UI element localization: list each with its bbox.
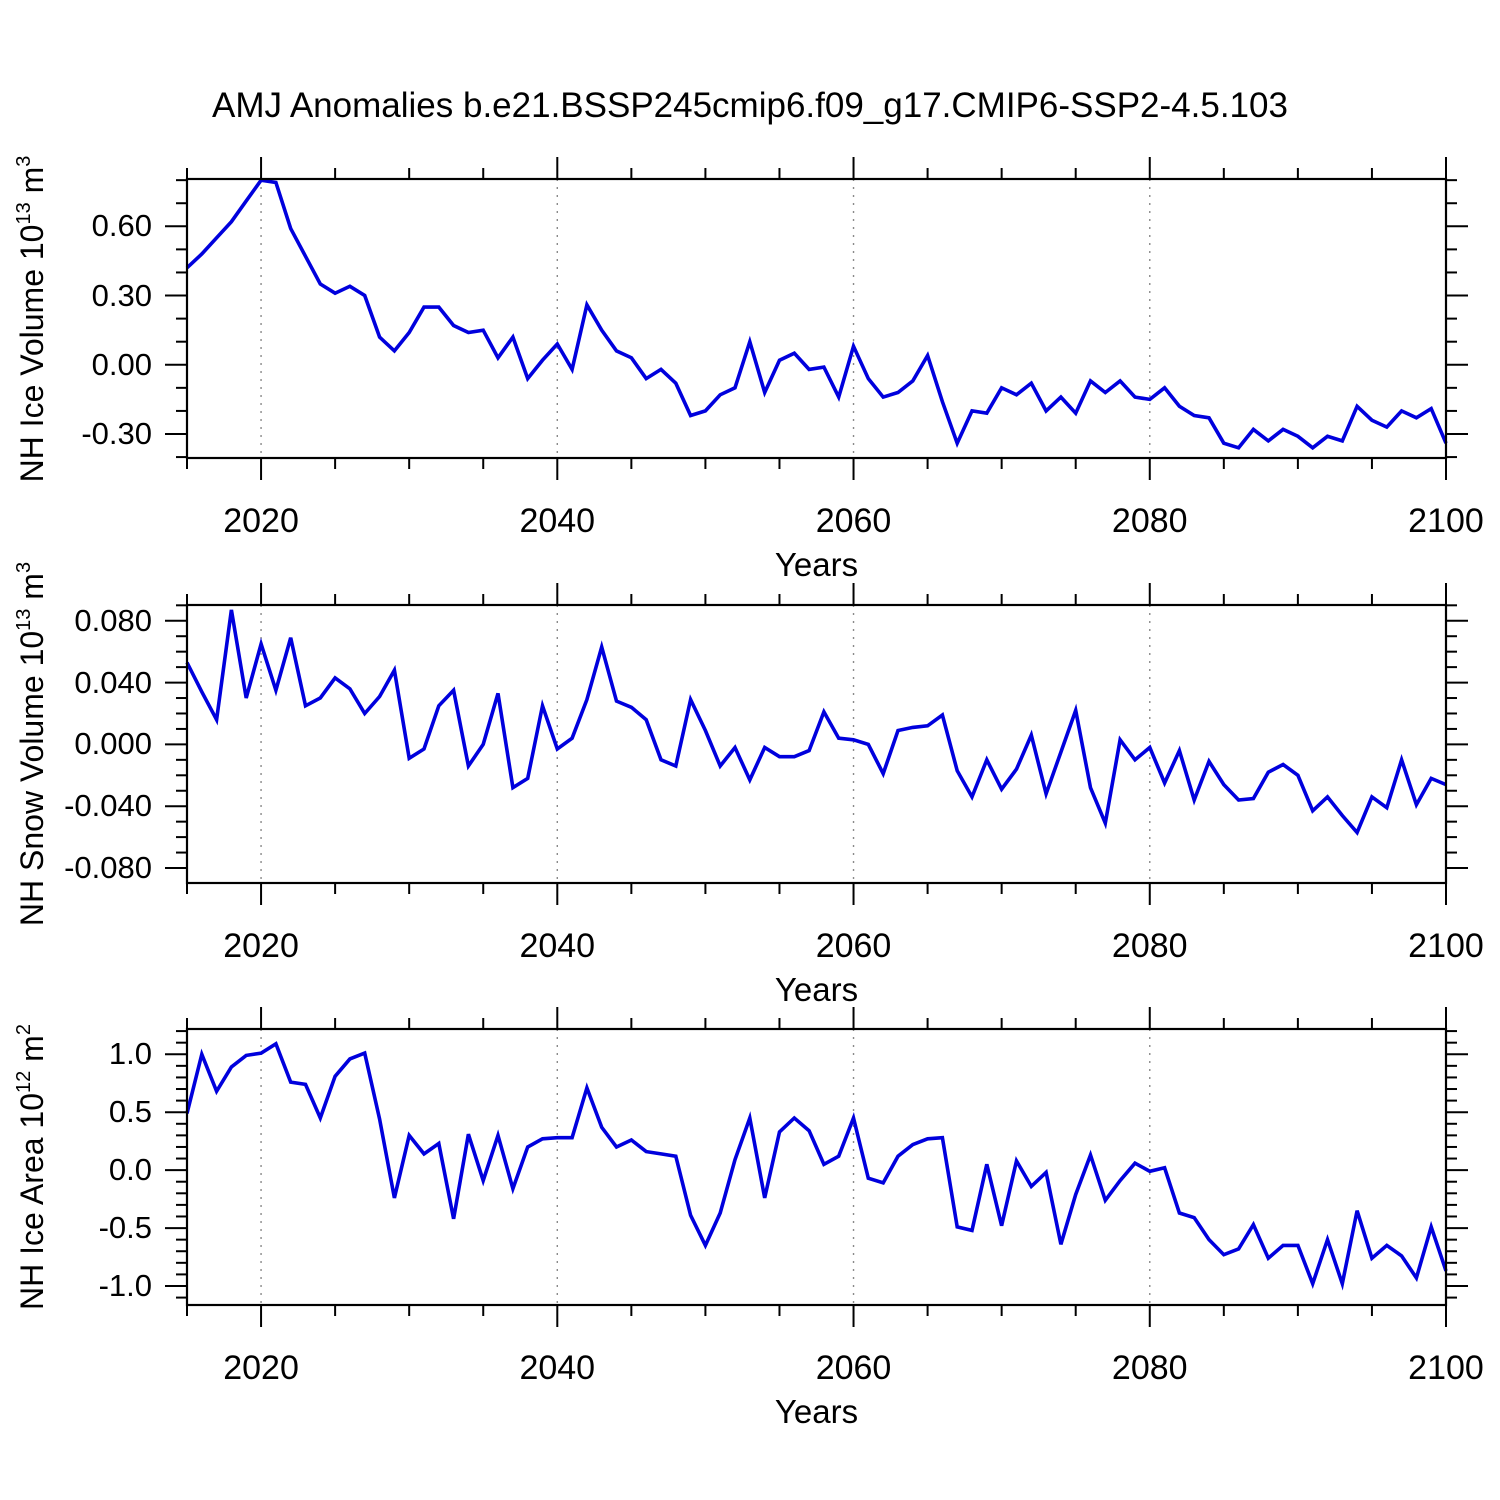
axis-title-x: Years xyxy=(774,546,859,583)
x-tick-label: 2020 xyxy=(223,1349,299,1387)
y-tick-label: -0.30 xyxy=(81,416,152,451)
x-tick-label: 2080 xyxy=(1111,502,1188,540)
y-tick-label: 1.0 xyxy=(108,1036,152,1072)
x-tick-label: 2040 xyxy=(519,1349,596,1387)
panel-frame-nh-ice-volume xyxy=(185,177,1448,460)
y-tick-label: -0.040 xyxy=(64,788,152,824)
x-tick-label: 2060 xyxy=(815,927,892,965)
data-line-nh-ice-volume xyxy=(185,178,1448,451)
x-tick-label: 2100 xyxy=(1408,927,1484,965)
y-tick-label: -0.080 xyxy=(64,850,152,885)
x-tick-label: 2100 xyxy=(1408,1349,1484,1387)
x-tick-label: 2040 xyxy=(519,502,596,540)
x-tick-label: 2040 xyxy=(519,927,596,965)
axis-title-x: Years xyxy=(774,1393,859,1430)
y-tick-label: 0.30 xyxy=(91,277,152,313)
y-tick-label: 0.000 xyxy=(74,726,152,762)
y-tick-label: 0.5 xyxy=(108,1094,152,1130)
x-tick-label: 2080 xyxy=(1111,1349,1188,1387)
x-tick-label: 2080 xyxy=(1111,927,1188,965)
y-tick-label: 0.60 xyxy=(91,208,152,244)
y-tick-label: 0.080 xyxy=(74,602,152,638)
x-tick-label: 2020 xyxy=(223,927,299,965)
x-tick-label: 2020 xyxy=(223,502,299,540)
panel-frame-nh-snow-volume xyxy=(185,603,1448,885)
x-tick-label: 2060 xyxy=(815,502,892,540)
chart-title: AMJ Anomalies b.e21.BSSP245cmip6.f09_g17… xyxy=(212,86,1288,125)
y-tick-label: -0.5 xyxy=(98,1210,152,1246)
axis-title-y-nh-ice-area: NH Ice Area 1012 m2 xyxy=(13,1024,50,1310)
y-tick-label: 0.00 xyxy=(91,346,152,382)
axis-title-x: Years xyxy=(774,971,859,1008)
y-tick-label: 0.0 xyxy=(108,1152,152,1188)
y-tick-label: 0.040 xyxy=(74,664,152,700)
data-line-nh-snow-volume xyxy=(185,609,1447,836)
panel-frame-nh-ice-area xyxy=(185,1027,1448,1307)
y-tick-label: -1.0 xyxy=(98,1267,152,1303)
x-tick-label: 2060 xyxy=(815,1349,892,1387)
data-line-nh-ice-area xyxy=(185,1041,1448,1291)
x-tick-label: 2100 xyxy=(1408,502,1484,540)
